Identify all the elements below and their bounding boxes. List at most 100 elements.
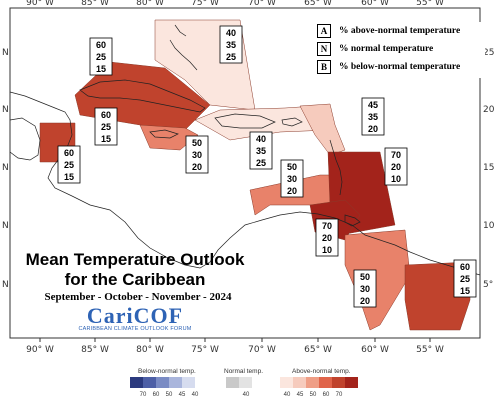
key-row-normal: N % normal temperature xyxy=(317,42,433,56)
lon-label: 65° W xyxy=(304,345,332,355)
key-code-normal: N xyxy=(317,42,331,56)
prob-above: 70 xyxy=(391,150,401,160)
prob-box-suriname: 60 25 15 xyxy=(453,259,477,298)
lon-label: 55° W xyxy=(416,345,444,355)
prob-box-belize: 60 25 15 xyxy=(57,145,81,184)
region-leewards xyxy=(299,103,346,156)
colorbar-swatch xyxy=(130,377,143,388)
prob-below: 15 xyxy=(101,134,111,144)
lon-label-top: 55° W xyxy=(416,0,444,8)
lat-label-right: 25 xyxy=(483,48,494,58)
colorbar-tick: 45 xyxy=(178,392,186,398)
colorbar-below-title: Below-normal temp. xyxy=(138,368,196,375)
prob-normal: 30 xyxy=(360,284,370,294)
probability-key: A % above-normal temperature N % normal … xyxy=(313,22,485,78)
prob-below: 15 xyxy=(64,172,74,182)
colorbar-tick: 60 xyxy=(322,392,330,398)
colorbar-swatch xyxy=(226,377,239,388)
key-text-below: % below-normal temperature xyxy=(339,62,461,72)
lon-label: 90° W xyxy=(26,345,54,355)
colorbar-tick: 45 xyxy=(296,392,304,398)
prob-box-guyana: 50 30 20 xyxy=(353,269,377,308)
logo-name: CariCOF xyxy=(86,303,184,328)
prob-below: 25 xyxy=(256,158,266,168)
lat-label-left: N xyxy=(2,105,9,115)
lon-label: 60° W xyxy=(361,345,389,355)
colorbar-swatch xyxy=(293,377,306,388)
coastlines xyxy=(9,24,481,276)
prob-normal: 35 xyxy=(368,112,378,122)
key-row-below: B % below-normal temperature xyxy=(317,60,460,74)
colorbar-normal-title: Normal temp. xyxy=(224,368,264,375)
prob-normal: 35 xyxy=(256,146,266,156)
prob-box-central: 50 30 20 xyxy=(280,159,304,198)
prob-normal: 20 xyxy=(391,162,401,172)
prob-normal: 35 xyxy=(226,40,236,50)
map-title-line2: for the Caribbean xyxy=(64,270,206,289)
prob-below: 20 xyxy=(360,296,370,306)
prob-box-western: 60 25 15 xyxy=(94,107,118,146)
prob-below: 25 xyxy=(226,52,236,62)
prob-normal: 20 xyxy=(322,233,332,243)
prob-above: 60 xyxy=(96,40,106,50)
colorbar-tick: 50 xyxy=(309,392,317,398)
key-code-above: A xyxy=(317,24,331,38)
prob-normal: 30 xyxy=(287,174,297,184)
colorbar-swatch xyxy=(332,377,345,388)
lon-label: 80° W xyxy=(136,345,164,355)
prob-normal: 30 xyxy=(192,150,202,160)
prob-above: 60 xyxy=(64,148,74,158)
prob-above: 50 xyxy=(287,162,297,172)
prob-above: 40 xyxy=(226,28,236,38)
colorbar-legend: Below-normal temp. 70 60 50 45 40 Normal… xyxy=(0,368,495,400)
prob-box-jamaica: 50 30 20 xyxy=(185,135,209,174)
prob-box-leewards: 45 35 20 xyxy=(361,97,385,136)
prob-below: 20 xyxy=(287,186,297,196)
prob-below: 10 xyxy=(391,174,401,184)
prob-below: 20 xyxy=(368,124,378,134)
lat-label-left: N xyxy=(2,48,9,58)
prob-below: 20 xyxy=(192,162,202,172)
prob-box-hispaniola: 40 35 25 xyxy=(249,131,273,170)
lat-label-left: N xyxy=(2,163,9,173)
prob-above: 50 xyxy=(192,138,202,148)
key-text-above: % above-normal temperature xyxy=(339,26,461,36)
lat-label-right: 15 xyxy=(483,163,494,173)
prob-above: 40 xyxy=(256,134,266,144)
prob-below: 10 xyxy=(322,245,332,255)
prob-normal: 25 xyxy=(101,122,111,132)
map-title: Mean Temperature Outlook xyxy=(25,250,245,269)
lon-label: 85° W xyxy=(81,345,109,355)
prob-below: 15 xyxy=(96,64,106,74)
lon-label: 70° W xyxy=(248,345,276,355)
lon-label-top: 90° W xyxy=(26,0,54,8)
lat-ticks: N N N N N 25 20° 15 10 5° xyxy=(2,48,495,290)
prob-above: 60 xyxy=(460,262,470,272)
lon-ticks: 90° W 85° W 80° W 75° W 70° W 65° W 60° … xyxy=(26,0,444,355)
key-code-below: B xyxy=(317,60,331,74)
key-row-above: A % above-normal temperature xyxy=(317,24,460,38)
lon-label-top: 60° W xyxy=(361,0,389,8)
colorbar-swatch xyxy=(306,377,319,388)
key-text-normal: % normal temperature xyxy=(339,44,434,54)
colorbar-swatch xyxy=(239,377,252,388)
lat-label-right: 20° xyxy=(483,105,495,115)
colorbar-swatch xyxy=(182,377,195,388)
colorbar-tick: 60 xyxy=(152,392,160,398)
colorbar-tick: 70 xyxy=(139,392,147,398)
prob-below: 15 xyxy=(460,286,470,296)
probability-boxes: 40 35 25 60 25 15 60 25 15 60 25 15 50 3… xyxy=(57,25,477,308)
lon-label-top: 80° W xyxy=(136,0,164,8)
colorbar-tick: 50 xyxy=(165,392,173,398)
forecast-period: September - October - November - 2024 xyxy=(44,291,232,303)
colorbar-above-title: Above-normal temp. xyxy=(292,368,351,375)
colorbar-swatch xyxy=(169,377,182,388)
lon-label-top: 70° W xyxy=(248,0,276,8)
prob-normal: 25 xyxy=(64,160,74,170)
colorbar-swatch xyxy=(319,377,332,388)
colorbar-swatch xyxy=(156,377,169,388)
lat-label-right: 5° xyxy=(483,280,493,290)
colorbar-swatch xyxy=(345,377,358,388)
colorbar-tick: 70 xyxy=(335,392,343,398)
colorbar-tick: 40 xyxy=(242,392,250,398)
